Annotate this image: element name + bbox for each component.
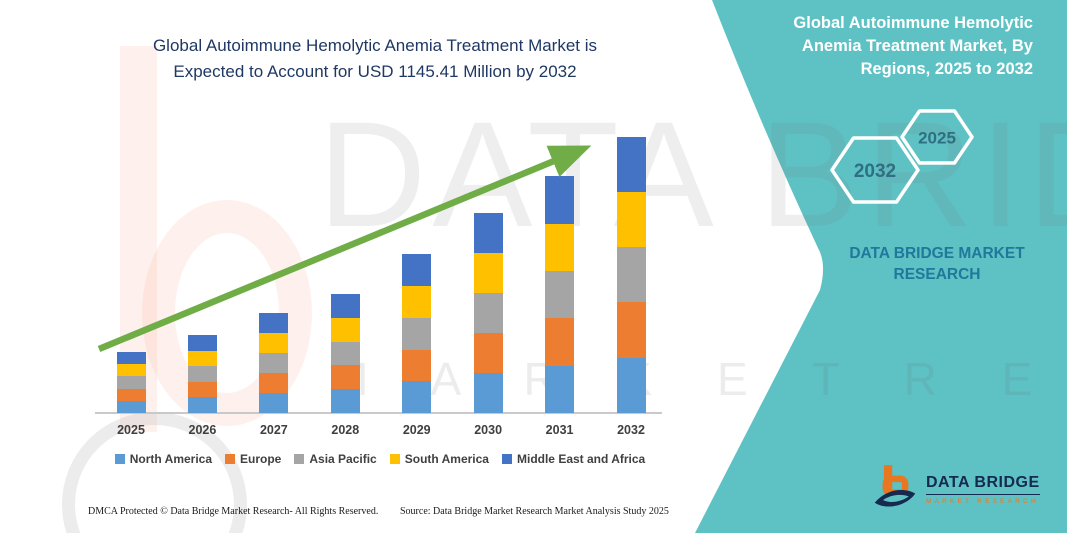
hexagon-2025	[900, 109, 974, 165]
bar-segment-middle-east-and-africa	[116, 352, 146, 365]
hexagon-2032	[830, 136, 920, 204]
bar-2030	[473, 213, 503, 413]
bar-segment-europe	[545, 318, 575, 366]
bar-segment-middle-east-and-africa	[259, 313, 289, 334]
bar-segment-asia-pacific	[402, 317, 432, 350]
x-axis-label-2028: 2028	[331, 423, 360, 437]
bar-segment-south-america	[259, 333, 289, 354]
dbmr-logo-mark	[874, 465, 916, 507]
bar-segment-middle-east-and-africa	[402, 254, 432, 287]
panel-title-line1: Global Autoimmune Hemolytic	[793, 14, 1033, 32]
bar-segment-europe	[259, 373, 289, 394]
logo-subtitle: MARKET RESEARCH	[926, 497, 1039, 505]
panel-title-line2: Anemia Treatment Market, By	[801, 37, 1033, 56]
bar-segment-north-america	[330, 389, 360, 413]
chart-title-line1: Global Autoimmune Hemolytic Anemia Treat…	[152, 36, 598, 55]
bar-segment-north-america	[402, 381, 432, 413]
watermark-text-marketresearch: M A R K E T R E S E A R C H	[330, 353, 1067, 405]
x-axis-label-2032: 2032	[617, 423, 645, 437]
x-axis-label-2031: 2031	[545, 423, 574, 437]
bar-segment-asia-pacific	[473, 293, 503, 334]
bar-segment-europe	[473, 333, 503, 374]
bar-segment-south-america	[616, 191, 646, 248]
bar-segment-middle-east-and-africa	[187, 335, 217, 351]
chart-title-line2: Expected to Account for USD 1145.41 Mill…	[173, 61, 577, 81]
bar-2025	[116, 352, 146, 413]
bar-segment-europe	[116, 388, 146, 401]
bar-segment-middle-east-and-africa	[330, 294, 360, 318]
bar-segment-europe	[616, 302, 646, 358]
panel-title: Global Autoimmune Hemolytic Anemia Treat…	[733, 12, 1033, 81]
bar-segment-asia-pacific	[187, 366, 217, 382]
year-hexagons: 2025 2032	[830, 109, 974, 204]
legend-item-europe: Europe	[225, 452, 281, 466]
legend-item-south-america: South America	[389, 452, 489, 466]
x-axis-label-2030: 2030	[474, 423, 503, 437]
legend-item-middle-east-and-africa: Middle East and Africa	[501, 452, 646, 466]
bar-segment-south-america	[545, 223, 575, 272]
panel-title-line3: Regions, 2025 to 2032	[860, 60, 1033, 79]
x-axis-label-2026: 2026	[188, 423, 217, 437]
legend-label-middle-east-and-africa: Middle East and Africa	[516, 452, 646, 466]
bar-segment-north-america	[259, 393, 289, 413]
legend-swatch-asia-pacific	[294, 454, 305, 464]
bar-2027	[259, 313, 289, 413]
legend-swatch-europe	[225, 454, 236, 464]
legend-swatch-south-america	[389, 454, 400, 464]
legend-swatch-north-america	[114, 454, 125, 464]
bar-2029	[402, 254, 432, 413]
bar-segment-middle-east-and-africa	[473, 213, 503, 254]
x-axis-label-2029: 2029	[402, 423, 431, 437]
x-axis-label-2027: 2027	[259, 423, 288, 437]
bar-segment-asia-pacific	[616, 247, 646, 303]
dbmr-logo-text: DATA BRIDGE MARKET RESEARCH	[926, 474, 1040, 505]
bar-segment-europe	[187, 381, 217, 398]
bar-segment-asia-pacific	[330, 341, 360, 366]
bar-2031	[545, 176, 575, 413]
brand-caption: DATA BRIDGE MARKET RESEARCH	[849, 245, 1025, 283]
bar-segment-middle-east-and-africa	[616, 136, 646, 192]
bar-segment-north-america	[473, 373, 503, 413]
x-axis-line	[95, 412, 662, 414]
chart-title: Global Autoimmune Hemolytic Anemia Treat…	[95, 33, 655, 84]
legend-item-asia-pacific: Asia Pacific	[294, 452, 377, 466]
bar-segment-europe	[330, 365, 360, 390]
copyright-text: DMCA Protected © Data Bridge Market Rese…	[88, 506, 379, 517]
bar-segment-south-america	[473, 253, 503, 294]
bar-segment-north-america	[187, 397, 217, 413]
bar-segment-north-america	[616, 357, 646, 413]
bar-2028	[330, 294, 360, 413]
bar-2026	[187, 335, 217, 413]
dbmr-logo: DATA BRIDGE MARKET RESEARCH	[872, 464, 1047, 514]
bar-segment-europe	[402, 349, 432, 382]
bar-segment-north-america	[545, 365, 575, 413]
chart-legend: North America Europe Asia Pacific South Ame…	[70, 452, 690, 466]
bar-segment-south-america	[187, 350, 217, 367]
legend-item-north-america: North America	[114, 452, 213, 466]
legend-label-north-america: North America	[129, 452, 213, 466]
hexagon-2025-label: 2025	[918, 129, 956, 148]
hexagon-2032-label: 2032	[854, 161, 896, 182]
bar-segment-north-america	[116, 400, 146, 413]
legend-label-asia-pacific: Asia Pacific	[309, 452, 377, 466]
bar-segment-south-america	[330, 317, 360, 342]
legend-label-europe: Europe	[240, 452, 282, 466]
bar-segment-middle-east-and-africa	[545, 176, 575, 224]
legend-swatch-middle-east-and-africa	[501, 454, 512, 464]
bar-segment-south-america	[402, 286, 432, 318]
bar-segment-asia-pacific	[545, 271, 575, 319]
bar-segment-asia-pacific	[259, 353, 289, 374]
source-text: Source: Data Bridge Market Research Mark…	[400, 506, 669, 517]
bar-2032	[616, 136, 646, 413]
x-axis-label-2025: 2025	[117, 423, 145, 437]
bar-segment-asia-pacific	[116, 376, 146, 389]
bar-segment-south-america	[116, 364, 146, 377]
logo-name: DATA BRIDGE	[926, 474, 1040, 495]
legend-label-south-america: South America	[404, 452, 489, 466]
